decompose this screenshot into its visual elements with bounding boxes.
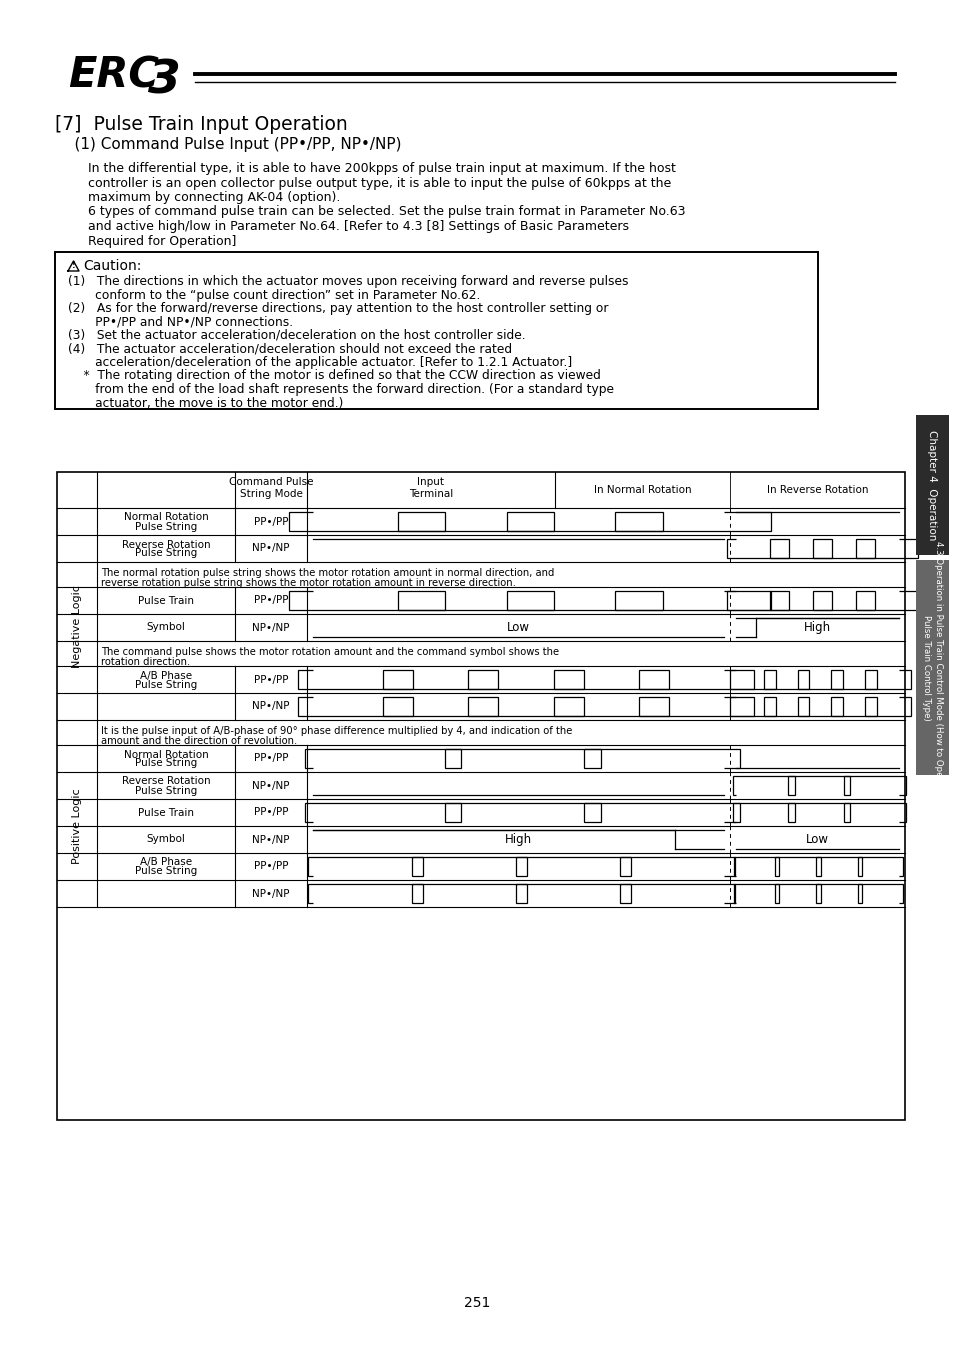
Text: Positive Logic: Positive Logic <box>71 788 82 864</box>
Text: and active high/low in Parameter No.64. [Refer to 4.3 [8] Settings of Basic Para: and active high/low in Parameter No.64. … <box>88 220 628 234</box>
Text: rotation direction.: rotation direction. <box>101 657 190 667</box>
Text: 6 types of command pulse train can be selected. Set the pulse train format in Pa: 6 types of command pulse train can be se… <box>88 205 685 219</box>
Polygon shape <box>68 261 79 271</box>
Text: NP•/NP: NP•/NP <box>252 780 290 791</box>
Text: Low: Low <box>805 833 828 846</box>
Text: Pulse String: Pulse String <box>134 548 197 559</box>
Text: PP•/PP: PP•/PP <box>253 675 288 684</box>
Text: conform to the “pulse count direction” set in Parameter No.62.: conform to the “pulse count direction” s… <box>68 289 480 301</box>
Text: controller is an open collector pulse output type, it is able to input the pulse: controller is an open collector pulse ou… <box>88 177 671 189</box>
Text: [7]  Pulse Train Input Operation: [7] Pulse Train Input Operation <box>55 115 348 134</box>
Text: PP•/PP: PP•/PP <box>253 517 288 526</box>
Text: (2)   As for the forward/reverse directions, pay attention to the host controlle: (2) As for the forward/reverse direction… <box>68 302 608 315</box>
Text: A/B Phase: A/B Phase <box>140 671 192 680</box>
Text: Pulse String: Pulse String <box>134 867 197 876</box>
Bar <box>57 472 904 1120</box>
Text: acceleration/deceleration of the applicable actuator. [Refer to 1.2.1 Actuator.]: acceleration/deceleration of the applica… <box>68 356 572 369</box>
Text: (1) Command Pulse Input (PP•/PP, NP•/NP): (1) Command Pulse Input (PP•/PP, NP•/NP) <box>55 136 401 153</box>
Text: ERC: ERC <box>68 55 159 97</box>
Text: Input
Terminal: Input Terminal <box>409 477 453 500</box>
Text: A/B Phase: A/B Phase <box>140 857 192 868</box>
Text: Pulse String: Pulse String <box>134 786 197 795</box>
Text: amount and the direction of revolution.: amount and the direction of revolution. <box>101 736 297 747</box>
Text: Required for Operation]: Required for Operation] <box>88 235 236 247</box>
Text: In Reverse Rotation: In Reverse Rotation <box>766 485 867 495</box>
Text: PP•/PP: PP•/PP <box>253 595 288 606</box>
Text: PP•/PP and NP•/NP connections.: PP•/PP and NP•/NP connections. <box>68 316 293 328</box>
Text: Low: Low <box>506 621 530 634</box>
Bar <box>915 560 948 775</box>
Text: Pulse String: Pulse String <box>134 759 197 768</box>
Text: Normal Rotation: Normal Rotation <box>124 513 208 522</box>
Text: Pulse String: Pulse String <box>134 521 197 532</box>
Text: NP•/NP: NP•/NP <box>252 834 290 845</box>
Text: Normal Rotation: Normal Rotation <box>124 749 208 760</box>
Text: Caution:: Caution: <box>83 259 141 273</box>
Text: Command Pulse
String Mode: Command Pulse String Mode <box>229 477 313 500</box>
Text: reverse rotation pulse string shows the motor rotation amount in reverse directi: reverse rotation pulse string shows the … <box>101 578 516 589</box>
Text: NP•/NP: NP•/NP <box>252 544 290 554</box>
Text: (4)   The actuator acceleration/deceleration should not exceed the rated: (4) The actuator acceleration/decelerati… <box>68 343 512 355</box>
Text: 4.3 Operation in Pulse Train Control Mode (How to Operate
Pulse Train Control Ty: 4.3 Operation in Pulse Train Control Mod… <box>922 541 942 794</box>
Text: PP•/PP: PP•/PP <box>253 861 288 872</box>
Text: (1)   The directions in which the actuator moves upon receiving forward and reve: (1) The directions in which the actuator… <box>68 275 628 288</box>
Text: Reverse Rotation: Reverse Rotation <box>122 540 210 549</box>
Text: PP•/PP: PP•/PP <box>253 807 288 818</box>
Text: It is the pulse input of A/B-phase of 90° phase difference multiplied by 4, and : It is the pulse input of A/B-phase of 90… <box>101 726 572 736</box>
Text: *  The rotating direction of the motor is defined so that the CCW direction as v: * The rotating direction of the motor is… <box>68 370 600 382</box>
Text: High: High <box>504 833 532 846</box>
Text: Chapter 4  Operation: Chapter 4 Operation <box>926 429 937 540</box>
Text: In the differential type, it is able to have 200kpps of pulse train input at max: In the differential type, it is able to … <box>88 162 675 176</box>
Text: NP•/NP: NP•/NP <box>252 622 290 633</box>
Text: 251: 251 <box>463 1296 490 1310</box>
Text: maximum by connecting AK-04 (option).: maximum by connecting AK-04 (option). <box>88 190 340 204</box>
Text: 3: 3 <box>148 59 181 104</box>
Text: NP•/NP: NP•/NP <box>252 888 290 899</box>
Text: from the end of the load shaft represents the forward direction. (For a standard: from the end of the load shaft represent… <box>68 383 614 396</box>
Text: (3)   Set the actuator acceleration/deceleration on the host controller side.: (3) Set the actuator acceleration/decele… <box>68 329 525 342</box>
Text: NP•/NP: NP•/NP <box>252 702 290 711</box>
Text: PP•/PP: PP•/PP <box>253 753 288 764</box>
Text: Symbol: Symbol <box>147 622 185 633</box>
Text: Pulse Train: Pulse Train <box>138 807 193 818</box>
Text: High: High <box>803 621 830 634</box>
Text: Pulse Train: Pulse Train <box>138 595 193 606</box>
Bar <box>915 414 948 555</box>
Text: Negative Logic: Negative Logic <box>71 585 82 668</box>
Text: In Normal Rotation: In Normal Rotation <box>593 485 691 495</box>
Text: The command pulse shows the motor rotation amount and the command symbol shows t: The command pulse shows the motor rotati… <box>101 647 558 657</box>
Text: Symbol: Symbol <box>147 834 185 845</box>
Text: Reverse Rotation: Reverse Rotation <box>122 776 210 787</box>
Text: !: ! <box>71 261 75 270</box>
Bar <box>55 252 817 409</box>
Text: actuator, the move is to the motor end.): actuator, the move is to the motor end.) <box>68 397 343 409</box>
Text: The normal rotation pulse string shows the motor rotation amount in normal direc: The normal rotation pulse string shows t… <box>101 568 554 578</box>
Text: Pulse String: Pulse String <box>134 679 197 690</box>
